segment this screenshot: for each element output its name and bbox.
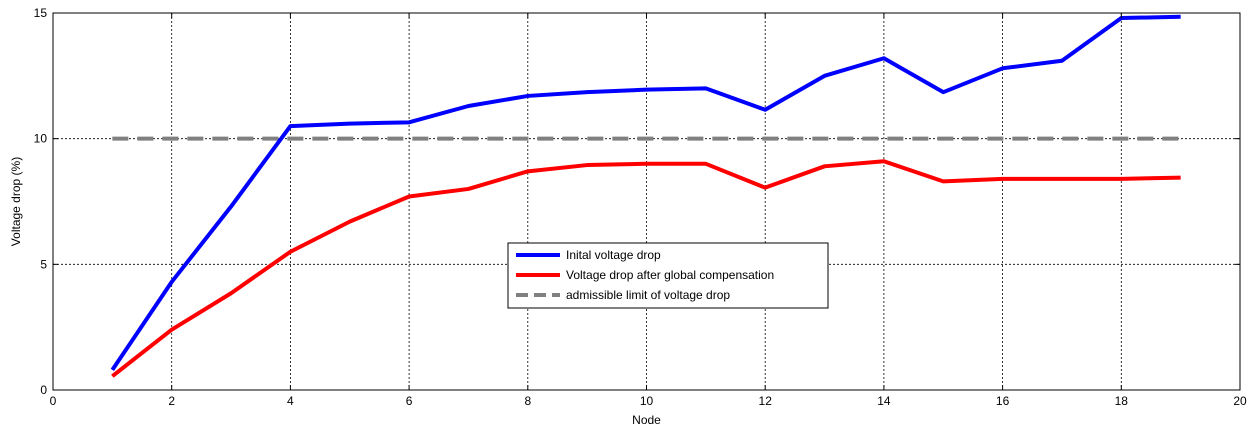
x-tick-label: 8 <box>524 394 531 408</box>
y-tick-label: 5 <box>40 257 47 271</box>
x-tick-label: 12 <box>759 394 773 408</box>
legend-entry: Inital voltage drop <box>516 248 661 262</box>
y-axis-label: Voltage drop (%) <box>9 157 23 246</box>
x-tick-label: 6 <box>406 394 413 408</box>
legend-box <box>507 242 829 309</box>
x-tick-label: 18 <box>1115 394 1129 408</box>
x-tick-label: 10 <box>640 394 654 408</box>
y-tick-label: 0 <box>40 383 47 397</box>
legend-entry: admissible limit of voltage drop <box>516 288 730 302</box>
ticks: 0 2 4 6 8 10 12 14 16 18 20 0 5 10 15 <box>34 6 1247 408</box>
x-tick-label: 0 <box>50 394 57 408</box>
x-axis-label: Node <box>632 413 661 427</box>
x-tick-label: 20 <box>1233 394 1247 408</box>
legend: Inital voltage drop Voltage drop after g… <box>507 242 829 309</box>
series-line-1 <box>111 159 1181 378</box>
legend-label-compensated: Voltage drop after global compensation <box>566 268 774 282</box>
x-tick-label: 16 <box>996 394 1010 408</box>
x-tick-label: 4 <box>287 394 294 408</box>
y-tick-label: 15 <box>34 6 48 20</box>
series-line-0 <box>110 14 1181 372</box>
x-tick-label: 14 <box>877 394 891 408</box>
y-tick-label: 10 <box>34 132 48 146</box>
legend-entry: Voltage drop after global compensation <box>516 268 774 282</box>
legend-label-initial: Inital voltage drop <box>566 248 661 262</box>
legend-label-limit: admissible limit of voltage drop <box>566 288 730 302</box>
x-tick-label: 2 <box>168 394 175 408</box>
series-layer <box>110 14 1181 378</box>
